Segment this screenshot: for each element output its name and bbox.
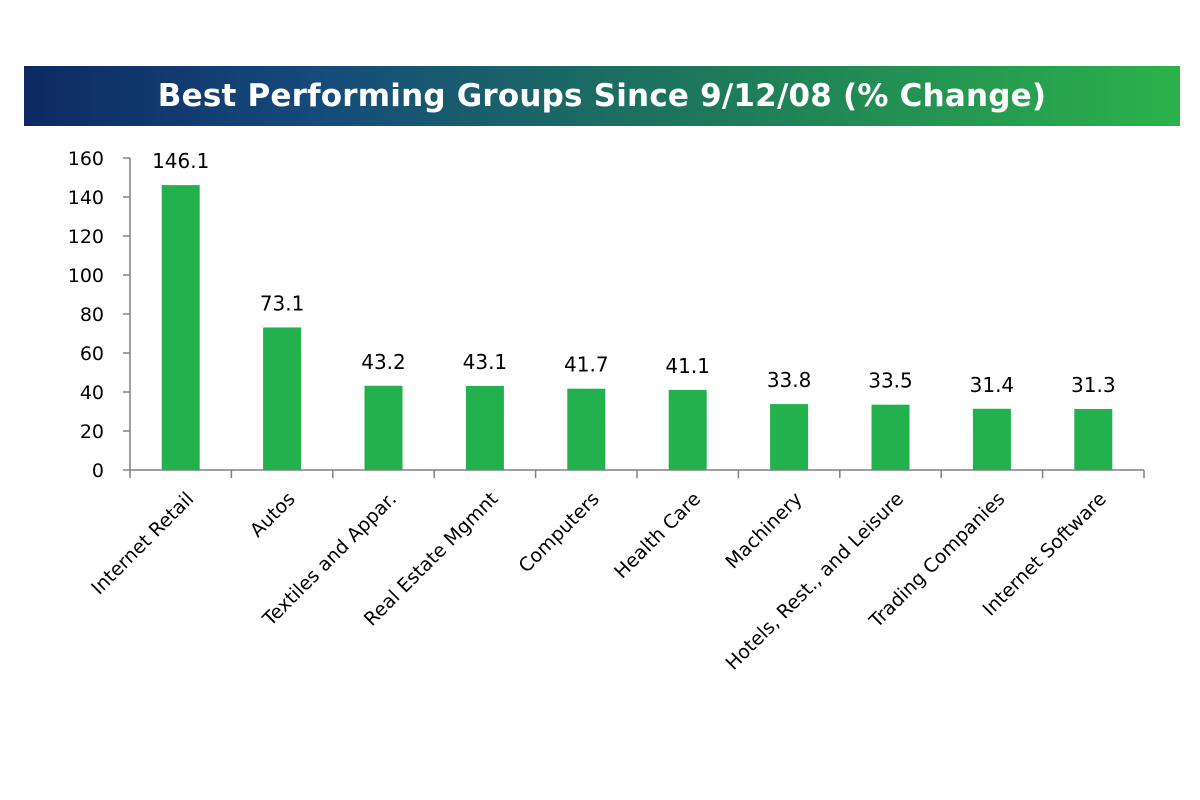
chart-title-banner: Best Performing Groups Since 9/12/08 (% …: [24, 66, 1180, 126]
bar: [972, 408, 1011, 470]
y-tick-label: 160: [68, 148, 104, 170]
bar-value-label: 33.5: [868, 369, 913, 393]
bar: [263, 327, 302, 470]
bar: [668, 389, 707, 470]
x-category-label: Health Care: [610, 488, 705, 583]
bar: [871, 404, 910, 470]
bar-value-label: 41.1: [665, 354, 710, 378]
bar-value-label: 73.1: [260, 291, 305, 315]
bar-value-label: 31.4: [970, 373, 1015, 397]
y-tick-label: 120: [68, 226, 104, 248]
bar-value-label: 33.8: [767, 368, 812, 392]
y-tick-label: 40: [80, 382, 104, 404]
y-tick-label: 100: [68, 265, 104, 287]
y-tick-label: 140: [68, 187, 104, 209]
y-tick-label: 80: [80, 304, 104, 326]
x-category-label: Computers: [514, 488, 603, 577]
x-category-label: Machinery: [721, 488, 806, 573]
bar: [161, 185, 200, 471]
bar-value-label: 41.7: [564, 353, 609, 377]
bar-value-label: 146.1: [152, 149, 209, 173]
bar-value-label: 43.2: [361, 350, 406, 374]
x-category-label: Internet Retail: [87, 488, 198, 599]
y-tick-label: 20: [80, 421, 104, 443]
chart-title: Best Performing Groups Since 9/12/08 (% …: [157, 78, 1047, 114]
bar: [567, 388, 606, 470]
bar: [465, 385, 504, 470]
y-tick-label: 0: [92, 460, 104, 482]
y-tick-label: 60: [80, 343, 104, 365]
bar: [770, 404, 809, 470]
bar: [1074, 408, 1113, 470]
bar-value-label: 31.3: [1071, 373, 1116, 397]
bar: [364, 385, 403, 470]
x-category-label: Hotels, Rest., and Leisure: [721, 488, 908, 675]
bar-value-label: 43.1: [463, 350, 508, 374]
x-category-label: Autos: [246, 488, 300, 542]
